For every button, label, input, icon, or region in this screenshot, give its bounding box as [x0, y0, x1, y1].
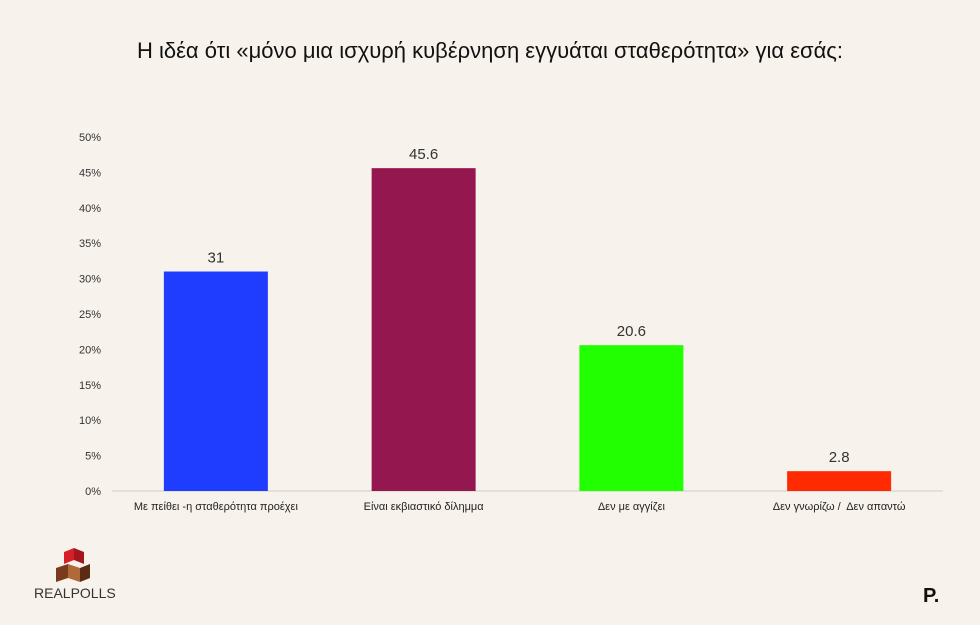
category-label: Δεν γνωρίζω / Δεν απαντώ [773, 501, 906, 513]
category-labels: Με πείθει -η σταθερότητα προέχει Είναι εκ… [134, 501, 906, 513]
category-label: Δεν με αγγίζει [598, 501, 666, 513]
y-tick-label: 50% [79, 132, 101, 144]
y-tick-label: 40% [79, 203, 101, 215]
data-label: 45.6 [409, 146, 438, 163]
y-tick-label: 15% [79, 380, 101, 392]
y-axis-ticks: 0% 5% 10% 15% 20% 25% 30% 35% 40% 45% 50% [79, 132, 101, 498]
realpolls-logo: REALPOLLS [34, 548, 126, 604]
y-tick-label: 25% [79, 309, 101, 321]
y-tick-label: 20% [79, 344, 101, 356]
publisher-logo-text: P. [923, 585, 939, 607]
y-tick-label: 5% [85, 451, 101, 463]
chart-title: Η ιδέα ότι «μόνο μια ισχυρή κυβέρνηση εγ… [136, 38, 844, 63]
bar [371, 168, 476, 492]
y-tick-label: 0% [85, 486, 101, 498]
data-label: 2.8 [829, 449, 850, 466]
bar [579, 345, 684, 491]
y-tick-label: 45% [79, 167, 101, 179]
y-tick-label: 35% [79, 238, 101, 250]
bar [163, 271, 268, 491]
bars [163, 168, 892, 492]
data-label: 31 [208, 250, 225, 267]
y-tick-label: 10% [79, 415, 101, 427]
category-label: Είναι εκβιαστικό δίλημμα [364, 501, 485, 513]
y-tick-label: 30% [79, 274, 101, 286]
category-label: Με πείθει -η σταθερότητα προέχει [134, 501, 299, 513]
data-label: 20.6 [617, 323, 646, 340]
publisher-logo: P. [922, 582, 948, 608]
data-labels: 31 45.6 20.6 2.8 [208, 146, 850, 466]
cube-logo-icon [56, 548, 90, 582]
bar [787, 471, 892, 491]
realpolls-logo-text: REALPOLLS [34, 585, 116, 601]
